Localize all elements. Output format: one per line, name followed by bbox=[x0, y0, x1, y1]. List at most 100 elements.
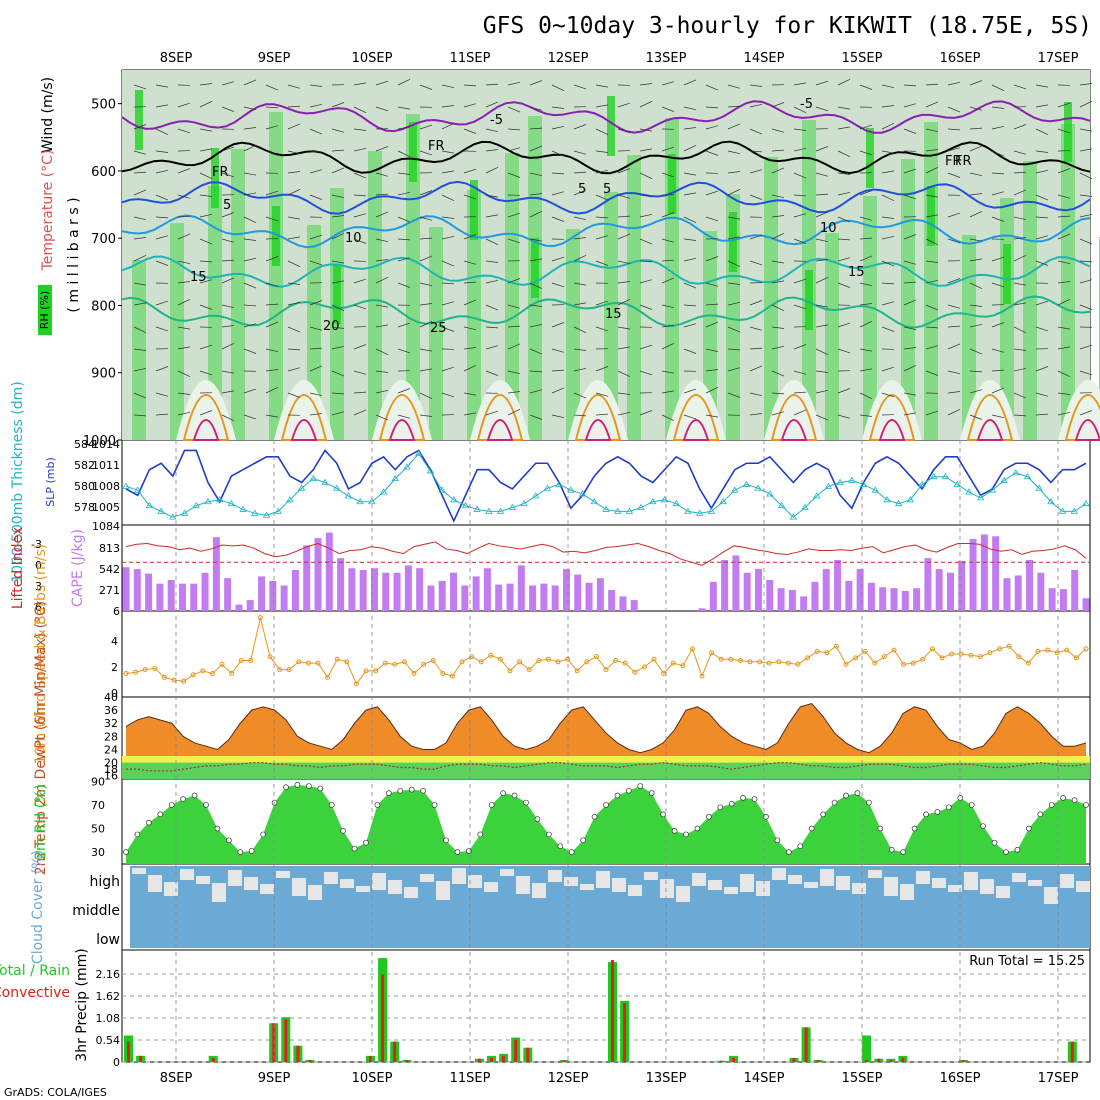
wind-barb bbox=[573, 237, 587, 240]
cloud-gap bbox=[516, 876, 530, 894]
wind-barb bbox=[287, 392, 301, 398]
wind-speed-point bbox=[833, 643, 839, 649]
cape-bar bbox=[698, 608, 706, 611]
wind-barb bbox=[353, 147, 367, 152]
wind-barb bbox=[771, 167, 785, 174]
wind-barb bbox=[265, 282, 279, 287]
rh-point bbox=[1071, 797, 1078, 804]
wind-barb bbox=[969, 145, 983, 152]
wind-speed-point bbox=[574, 668, 580, 674]
cape-ylabel: CAPE (J/kg) bbox=[70, 529, 86, 607]
wind-barb bbox=[969, 258, 983, 262]
cape-bar bbox=[1037, 572, 1045, 611]
rh-core bbox=[211, 148, 219, 208]
rh-plume bbox=[825, 233, 839, 440]
wind-barb bbox=[243, 304, 257, 307]
rh-point bbox=[374, 802, 381, 808]
wind-barb bbox=[793, 106, 807, 114]
isotherm-25 bbox=[780, 419, 808, 441]
temperature-line bbox=[125, 702, 1087, 754]
wind-barb bbox=[947, 325, 961, 328]
temperature-area bbox=[126, 703, 1086, 757]
cloud-gap bbox=[612, 878, 626, 892]
wind-barb bbox=[375, 324, 389, 328]
wind-barb bbox=[727, 301, 741, 306]
wind-barb bbox=[177, 215, 191, 218]
wind-barb bbox=[1013, 124, 1027, 130]
wind-barb bbox=[353, 409, 367, 416]
wind-barb bbox=[155, 150, 169, 153]
wind-barb bbox=[441, 84, 455, 89]
thickness-point bbox=[578, 490, 587, 497]
isotherm-FR bbox=[121, 140, 1091, 175]
wind-barb bbox=[925, 345, 939, 350]
wind-barb bbox=[397, 348, 411, 354]
cloud-gap bbox=[420, 874, 434, 882]
thickness-point bbox=[297, 484, 306, 491]
wind-speed-point bbox=[699, 673, 705, 679]
wind-barb bbox=[441, 216, 455, 219]
wind-barb bbox=[925, 166, 939, 174]
wind-barb bbox=[419, 414, 433, 417]
wind-barb bbox=[331, 304, 345, 312]
wind-barb bbox=[485, 279, 499, 284]
cloud-gap bbox=[132, 868, 146, 874]
date-label-bottom: 8SEP bbox=[160, 1071, 193, 1086]
precip-convective-bar bbox=[562, 1059, 566, 1062]
wind-barb bbox=[375, 238, 389, 243]
wind-barb bbox=[837, 191, 851, 196]
wind-barb bbox=[639, 194, 653, 197]
wind-speed-point bbox=[1016, 654, 1022, 660]
slp-tick: 1005 bbox=[92, 501, 120, 514]
wind-speed-point bbox=[123, 671, 129, 676]
wind-barb bbox=[793, 172, 807, 179]
cape-bar bbox=[122, 567, 130, 611]
wind-barb bbox=[903, 234, 917, 240]
wind-barb bbox=[1057, 392, 1071, 395]
wind-barb bbox=[287, 171, 301, 174]
thickness-point bbox=[274, 507, 282, 514]
cape-bar bbox=[201, 572, 209, 611]
wind-barb bbox=[595, 235, 609, 240]
wind-barb bbox=[969, 282, 983, 290]
wind-barb bbox=[661, 172, 675, 178]
thickness-point bbox=[450, 496, 458, 503]
rh-point bbox=[226, 837, 232, 844]
wind-barb bbox=[507, 212, 521, 218]
rh-point bbox=[728, 800, 735, 807]
wind-barb bbox=[177, 326, 191, 330]
wind-barb bbox=[573, 124, 587, 130]
wind-barb bbox=[331, 326, 345, 329]
wind-barb bbox=[485, 326, 499, 329]
pressure-tick-label: 700 bbox=[91, 232, 116, 247]
wind-barb bbox=[1079, 148, 1093, 152]
thickness-point bbox=[731, 486, 739, 493]
wind-barb bbox=[903, 103, 917, 108]
isotherm-20 bbox=[121, 295, 1091, 329]
wind-barb bbox=[991, 150, 1005, 157]
wind-speed-point bbox=[305, 660, 311, 666]
cloud-gap bbox=[900, 884, 914, 900]
cape-bar bbox=[811, 581, 819, 611]
wind-barb bbox=[485, 304, 499, 311]
wind-barb bbox=[573, 282, 587, 286]
wind-barb bbox=[859, 348, 873, 352]
wind-barb bbox=[375, 259, 389, 262]
cape-bar bbox=[370, 568, 378, 611]
wind-barb bbox=[463, 168, 477, 174]
wind-barb bbox=[529, 370, 543, 373]
cape-bar bbox=[1003, 578, 1011, 611]
wind-barb bbox=[991, 125, 1005, 130]
wind-barb bbox=[815, 106, 829, 112]
wind-barb bbox=[617, 260, 631, 265]
cloud-gap bbox=[164, 882, 178, 896]
cloud-gap bbox=[964, 872, 978, 890]
rh-point bbox=[877, 825, 884, 832]
precip-convective-bar bbox=[792, 1057, 796, 1062]
cape-bar bbox=[980, 534, 988, 611]
wind-barb bbox=[441, 366, 455, 372]
wind-speed-point bbox=[651, 656, 657, 662]
wind-barb bbox=[771, 102, 785, 108]
wind-barb bbox=[419, 368, 433, 372]
wind-barb bbox=[551, 369, 565, 372]
